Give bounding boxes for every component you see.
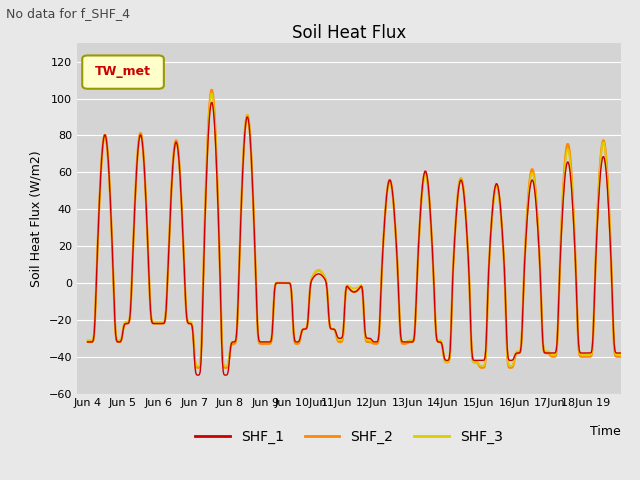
Text: Time: Time <box>590 425 621 438</box>
Title: Soil Heat Flux: Soil Heat Flux <box>292 24 406 42</box>
Y-axis label: Soil Heat Flux (W/m2): Soil Heat Flux (W/m2) <box>30 150 43 287</box>
Text: TW_met: TW_met <box>95 65 151 78</box>
Text: No data for f_SHF_4: No data for f_SHF_4 <box>6 7 131 20</box>
Legend: SHF_1, SHF_2, SHF_3: SHF_1, SHF_2, SHF_3 <box>189 424 508 450</box>
FancyBboxPatch shape <box>82 56 164 89</box>
